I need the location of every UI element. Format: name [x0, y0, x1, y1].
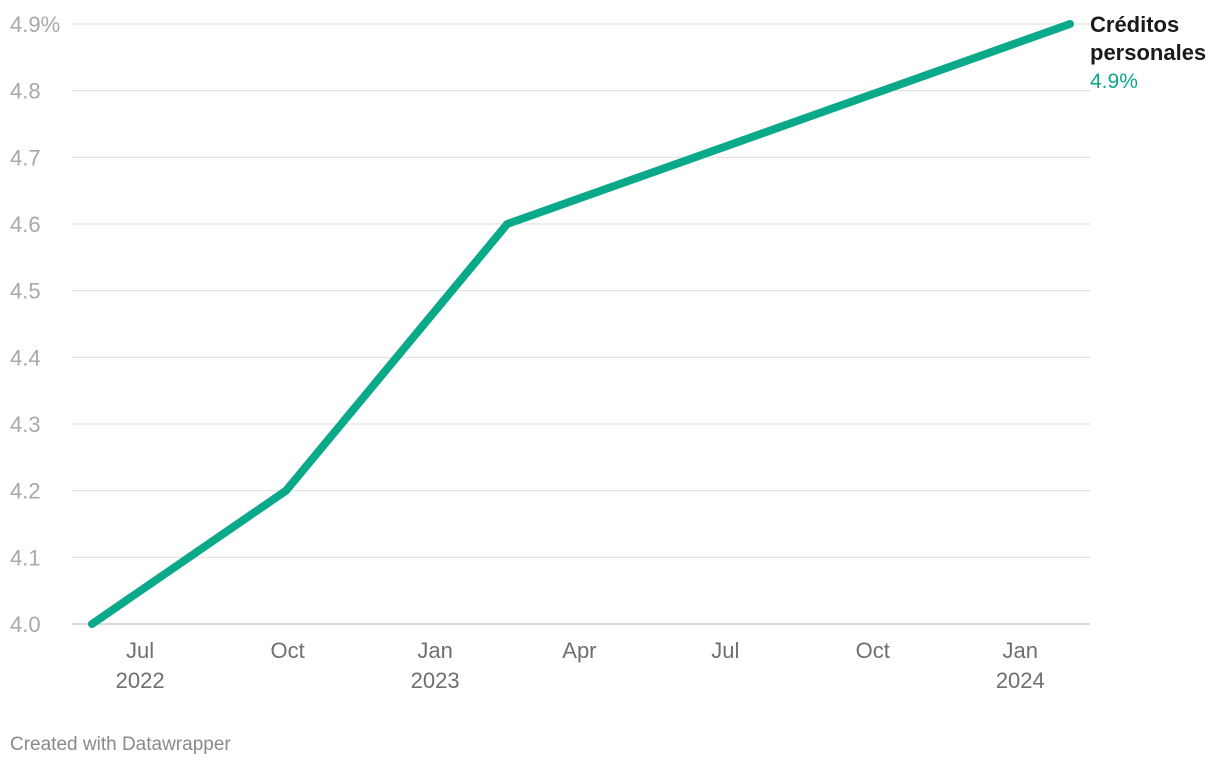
series-line [88, 20, 1074, 628]
x-tick-label: Oct [270, 638, 304, 663]
y-tick-label: 4.7 [10, 145, 41, 170]
x-tick-label: Jul [711, 638, 739, 663]
x-tick-label: Oct [856, 638, 890, 663]
datawrapper-credit: Created with Datawrapper [10, 734, 231, 755]
x-tick-label: Jan [417, 638, 452, 663]
x-tick-label: Jul [126, 638, 154, 663]
y-tick-label: 4.1 [10, 545, 41, 570]
y-tick-label: 4.3 [10, 412, 41, 437]
y-tick-label: 4.9% [10, 12, 60, 37]
y-tick-label: 4.5 [10, 279, 41, 304]
x-tick-year-label: 2023 [411, 668, 460, 693]
x-tick-label: Jan [1003, 638, 1038, 663]
x-tick-label: Apr [562, 638, 596, 663]
data-point [1067, 21, 1073, 27]
y-tick-label: 4.6 [10, 212, 41, 237]
data-point [283, 488, 289, 494]
series-name-label: personales [1090, 40, 1206, 65]
y-tick-label: 4.2 [10, 479, 41, 504]
data-point [89, 621, 95, 627]
y-tick-label: 4.0 [10, 612, 41, 637]
series-name-label: Créditos [1090, 12, 1179, 37]
x-tick-year-label: 2022 [116, 668, 165, 693]
y-tick-label: 4.4 [10, 345, 41, 370]
series-end-value-label: 4.9% [1090, 70, 1138, 93]
y-tick-label: 4.8 [10, 79, 41, 104]
x-tick-year-label: 2024 [996, 668, 1045, 693]
data-point [504, 221, 510, 227]
